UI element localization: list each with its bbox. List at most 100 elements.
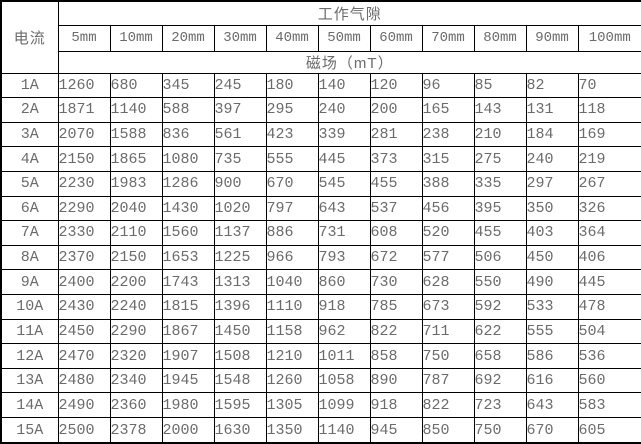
field-value-cell: 785 (369, 293, 423, 320)
field-value-cell: 1450 (213, 318, 267, 345)
field-value-cell: 445 (317, 146, 371, 172)
field-value-cell: 2450 (57, 318, 111, 345)
field-value-cell: 692 (473, 367, 527, 394)
field-value-cell: 1305 (265, 392, 319, 419)
field-value-cell: 2378 (109, 417, 163, 444)
table-body: 1A 1260 680 345 245 180 140 120 96 85 82 70 2A 1871 11… (0, 72, 641, 444)
field-value-cell: 1815 (161, 293, 215, 320)
gap-column-header: 100mm (577, 24, 641, 52)
field-value-cell: 536 (577, 343, 641, 369)
field-value-cell: 1011 (317, 343, 371, 369)
field-value-cell: 658 (473, 343, 527, 369)
current-cell: 2A (0, 97, 59, 123)
field-value-cell: 731 (317, 220, 371, 246)
table-row: 6A 2290 2040 1430 1020 797 643 537 456 395 350 326 (0, 195, 641, 222)
field-value-cell: 860 (317, 269, 371, 295)
field-value-cell: 520 (421, 220, 475, 246)
field-value-cell: 1040 (265, 269, 319, 295)
field-value-cell: 240 (525, 146, 579, 172)
gap-column-header: 40mm (265, 24, 319, 52)
table-row: 7A 2330 2110 1560 1137 886 731 608 520 455 403 364 (0, 220, 641, 246)
field-value-cell: 388 (421, 170, 475, 197)
table-row: 11A 2450 2290 1867 1450 1158 962 822 711 622 555 50… (0, 318, 641, 345)
air-gap-group-header: 工作气隙 (57, 0, 641, 26)
field-value-cell: 2360 (109, 392, 163, 419)
field-value-cell: 2200 (109, 269, 163, 295)
field-value-cell: 506 (473, 244, 527, 271)
field-value-cell: 550 (473, 269, 527, 295)
field-value-cell: 2330 (57, 220, 111, 246)
field-value-cell: 730 (369, 269, 423, 295)
field-value-cell: 2470 (57, 343, 111, 369)
table-row: 4A 2150 1865 1080 735 555 445 373 315 275 240 219 (0, 146, 641, 172)
field-value-cell: 275 (473, 146, 527, 172)
field-value-cell: 2150 (109, 244, 163, 271)
field-value-cell: 364 (577, 220, 641, 246)
field-value-cell: 670 (265, 170, 319, 197)
field-value-cell: 945 (369, 417, 423, 444)
field-value-cell: 70 (577, 72, 641, 99)
table-row: 12A 2470 2320 1907 1508 1210 1011 858 750 658 586 5… (0, 343, 641, 369)
field-value-cell: 2500 (57, 417, 111, 444)
field-value-cell: 373 (369, 146, 423, 172)
current-cell: 4A (0, 146, 59, 172)
field-value-cell: 616 (525, 367, 579, 394)
field-value-cell: 1865 (109, 146, 163, 172)
field-value-cell: 2230 (57, 170, 111, 197)
field-value-cell: 750 (473, 417, 527, 444)
field-value-cell: 82 (525, 72, 579, 99)
field-value-cell: 210 (473, 121, 527, 148)
field-value-cell: 583 (577, 392, 641, 419)
table-row: 10A 2430 2240 1815 1396 1110 918 785 673 592 533 47… (0, 293, 641, 320)
field-value-cell: 2290 (109, 318, 163, 345)
field-value-cell: 1350 (265, 417, 319, 444)
field-value-cell: 2480 (57, 367, 111, 394)
table-row: 15A 2500 2378 2000 1630 1350 1140 945 850 750 670 6… (0, 417, 641, 444)
field-value-cell: 2070 (57, 121, 111, 148)
field-value-cell: 643 (525, 392, 579, 419)
field-value-cell: 345 (161, 72, 215, 99)
field-value-cell: 281 (369, 121, 423, 148)
field-value-cell: 450 (525, 244, 579, 271)
field-value-cell: 490 (525, 269, 579, 295)
field-value-cell: 836 (161, 121, 215, 148)
gap-column-header: 30mm (213, 24, 267, 52)
field-value-cell: 577 (421, 244, 475, 271)
field-value-cell: 184 (525, 121, 579, 148)
gap-column-header: 10mm (109, 24, 163, 52)
table-row: 2A 1871 1140 588 397 295 240 200 165 143 131 118 (0, 97, 641, 123)
field-value-cell: 605 (577, 417, 641, 444)
table-row: 13A 2480 2340 1945 1548 1260 1058 890 787 692 616 5… (0, 367, 641, 394)
field-value-cell: 1140 (317, 417, 371, 444)
field-value-cell: 1260 (57, 72, 111, 99)
field-value-cell: 1110 (265, 293, 319, 320)
field-value-cell: 680 (109, 72, 163, 99)
field-value-cell: 966 (265, 244, 319, 271)
field-value-cell: 735 (213, 146, 267, 172)
table-row: 14A 2490 2360 1980 1595 1305 1099 918 822 723 643 5… (0, 392, 641, 419)
field-value-cell: 1588 (109, 121, 163, 148)
field-value-cell: 339 (317, 121, 371, 148)
field-value-cell: 858 (369, 343, 423, 369)
field-value-cell: 1945 (161, 367, 215, 394)
field-value-cell: 1210 (265, 343, 319, 369)
field-value-cell: 560 (577, 367, 641, 394)
field-value-cell: 219 (577, 146, 641, 172)
current-cell: 6A (0, 195, 59, 222)
field-value-cell: 478 (577, 293, 641, 320)
field-value-cell: 886 (265, 220, 319, 246)
current-cell: 12A (0, 343, 59, 369)
field-value-cell: 670 (525, 417, 579, 444)
field-value-cell: 445 (577, 269, 641, 295)
field-value-cell: 2320 (109, 343, 163, 369)
gap-column-header: 70mm (421, 24, 475, 52)
field-value-cell: 240 (317, 97, 371, 123)
field-value-cell: 822 (421, 392, 475, 419)
gap-column-header: 60mm (369, 24, 423, 52)
field-value-cell: 118 (577, 97, 641, 123)
field-value-cell: 723 (473, 392, 527, 419)
field-value-cell: 335 (473, 170, 527, 197)
field-unit-header: 磁场（mT） (57, 50, 641, 74)
